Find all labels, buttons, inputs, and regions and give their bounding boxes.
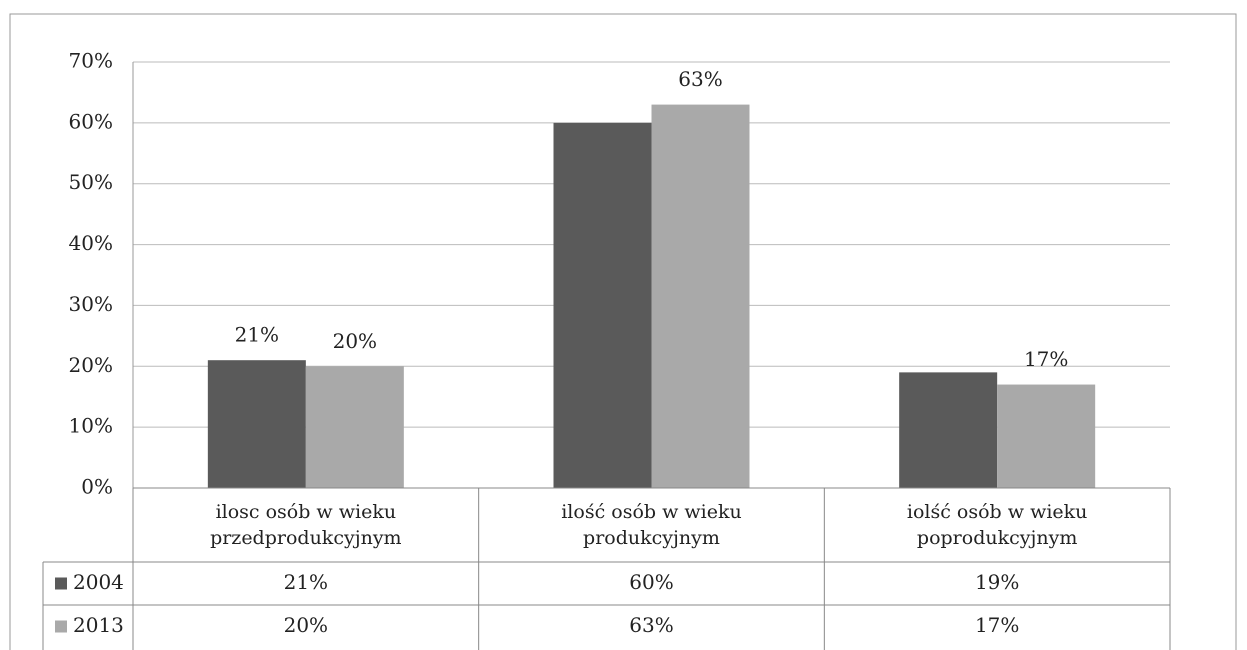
- y-tick-label: 60%: [69, 109, 113, 133]
- chart-border: [9, 13, 1237, 650]
- y-tick-label: 70%: [69, 49, 113, 73]
- y-tick-label: 40%: [69, 231, 113, 255]
- bar: [305, 366, 404, 488]
- bar: [207, 360, 306, 488]
- data-label: 63%: [678, 67, 722, 91]
- table-cell: 21%: [284, 570, 328, 594]
- legend-key: [55, 620, 67, 633]
- legend-label: 2004: [73, 570, 124, 594]
- bar: [651, 104, 750, 488]
- data-label: 17%: [1024, 347, 1068, 371]
- y-tick-label: 20%: [69, 353, 113, 377]
- bar: [553, 122, 652, 488]
- category-label: ilosc osób w wieku przedprodukcyjnym: [210, 501, 402, 549]
- table-cell: 60%: [629, 570, 673, 594]
- bar: [899, 372, 998, 488]
- y-tick-label: 10%: [69, 414, 113, 438]
- y-tick-label: 50%: [69, 170, 113, 194]
- category-label: ilość osób w wieku produkcyjnym: [561, 501, 742, 549]
- table-cell: 20%: [284, 613, 328, 637]
- table-cell: 19%: [975, 570, 1019, 594]
- legend-label: 2013: [73, 613, 124, 637]
- legend-key: [55, 577, 67, 590]
- table-cell: 63%: [629, 613, 673, 637]
- y-tick-label: 30%: [69, 292, 113, 316]
- table-cell: 17%: [975, 613, 1019, 637]
- data-label: 21%: [235, 323, 279, 347]
- bar: [997, 384, 1096, 488]
- y-tick-label: 0%: [81, 475, 113, 499]
- data-label: 20%: [333, 329, 377, 353]
- category-label: iolść osób w wieku poprodukcyjnym: [906, 501, 1088, 549]
